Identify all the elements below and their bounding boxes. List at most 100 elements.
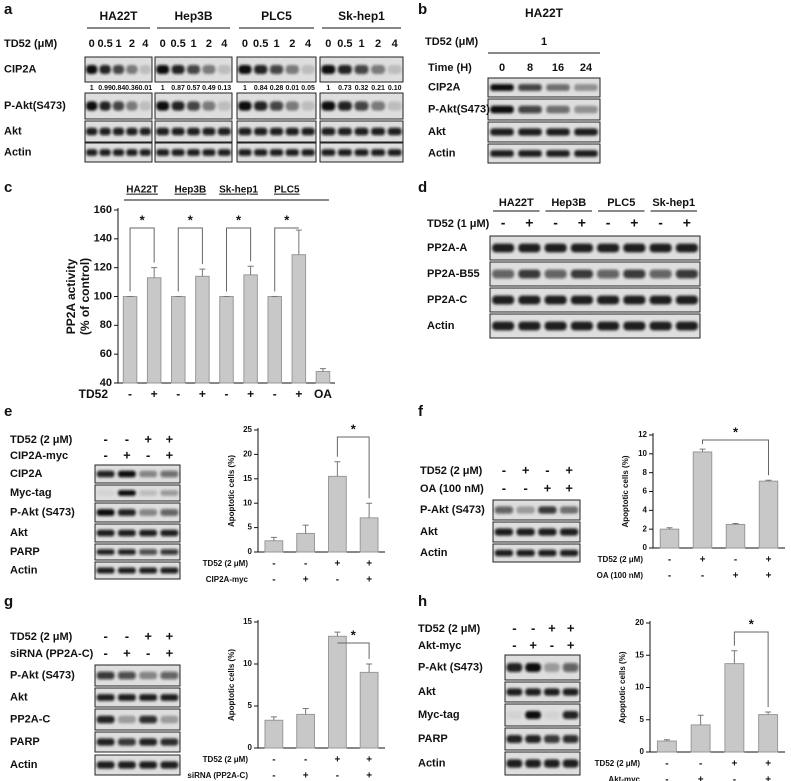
significance-label: * <box>749 616 755 631</box>
bar <box>656 740 677 753</box>
dose-label: 1 <box>541 36 547 48</box>
blot-band <box>544 688 560 696</box>
blot-band <box>518 84 542 91</box>
y-tick-label: 120 <box>94 262 112 274</box>
sign-label: - <box>125 431 129 446</box>
blot-membrane <box>94 754 181 776</box>
dose-label: 0.5 <box>253 38 268 50</box>
blot-band <box>546 84 570 91</box>
sign-label: - <box>176 387 180 401</box>
blot-band <box>506 711 523 719</box>
blot-band <box>518 150 542 157</box>
blot-band <box>546 105 570 114</box>
dose-label: 4 <box>392 38 399 50</box>
group-label: HA22T <box>126 185 158 196</box>
sign-label: + <box>144 431 152 446</box>
y-tick-label: 140 <box>94 233 112 245</box>
sign-label: + <box>522 462 530 477</box>
cell-line-label: PLC5 <box>261 9 292 23</box>
error-bar <box>663 739 670 742</box>
blot-band <box>492 295 515 305</box>
bar <box>758 480 779 549</box>
blot-band <box>171 149 185 156</box>
panel-label: d <box>418 179 427 196</box>
condition-label: TD52 (2 μM) <box>203 559 249 568</box>
blot-band <box>538 528 557 536</box>
blot-band <box>574 150 598 157</box>
y-tick-label: 10 <box>243 659 252 668</box>
significance-bracket <box>226 227 252 292</box>
blot-band <box>301 65 315 74</box>
quantification-value: 0.49 <box>202 85 216 92</box>
sign-label: + <box>731 759 737 770</box>
blot-band <box>217 149 231 156</box>
blot-band <box>86 127 98 136</box>
blot-band <box>544 711 560 719</box>
blot-band <box>254 149 268 156</box>
blot-band <box>562 688 579 696</box>
blot-band <box>574 84 598 91</box>
dose-label: 2 <box>375 38 381 50</box>
blot-band <box>321 101 336 111</box>
blot-band <box>160 529 179 537</box>
error-bar <box>666 527 673 530</box>
blot-band <box>490 105 514 114</box>
significance-label: * <box>284 212 290 227</box>
bar <box>296 532 316 553</box>
error-bar <box>295 229 302 255</box>
sign-label: - <box>146 447 150 462</box>
row-label: Actin <box>428 147 456 159</box>
sign-label: + <box>567 620 575 635</box>
y-tick-label: 60 <box>100 348 112 360</box>
blot-band <box>202 127 216 136</box>
blot-band <box>96 671 115 680</box>
condition-label: Akt-myc <box>608 775 640 781</box>
sign-label: - <box>531 620 535 635</box>
significance-bracket <box>129 227 155 292</box>
blot-band <box>544 759 560 768</box>
quantification-value: 0.57 <box>187 85 201 92</box>
blot-membrane <box>94 687 181 708</box>
blot-band <box>117 715 136 724</box>
dose-label: 4 <box>142 38 149 50</box>
blot-band <box>99 65 111 74</box>
blot-band <box>301 127 315 136</box>
blot-band <box>525 759 541 768</box>
blot-band <box>562 759 579 768</box>
dose-label: 2 <box>289 38 295 50</box>
blot-band <box>574 128 598 136</box>
blot-band <box>562 711 579 719</box>
row-label: Akt <box>4 125 22 137</box>
blot-band <box>562 735 579 743</box>
sign-label: + <box>565 480 573 495</box>
blot-band <box>525 711 541 719</box>
blot-band <box>160 694 179 701</box>
blot-band <box>516 549 535 557</box>
blot-band <box>139 738 158 746</box>
sign-label: - <box>502 480 506 495</box>
blot-membrane <box>492 543 581 563</box>
blot-band <box>490 84 514 91</box>
blot-membrane <box>94 664 181 687</box>
blot-band <box>544 735 560 743</box>
blot-band <box>117 761 136 769</box>
blot-band <box>269 127 284 136</box>
blot-band <box>623 321 646 331</box>
blot-band <box>160 549 179 555</box>
y-tick-label: 0 <box>640 747 645 756</box>
blot-band <box>254 101 268 111</box>
bar <box>264 540 284 553</box>
condition-label: TD52 (2 μM) <box>10 434 73 446</box>
sign-label: + <box>247 387 254 401</box>
bar <box>327 635 347 749</box>
blot-band <box>139 671 158 680</box>
group-label: PLC5 <box>274 185 300 196</box>
row-label: Myc-tag <box>418 709 460 721</box>
treatment-label: TD52 (μM) <box>4 38 58 50</box>
sign-label: + <box>166 645 174 660</box>
row-label: PARP <box>10 546 40 558</box>
row-label: CIP2A <box>4 63 36 75</box>
blot-band <box>371 65 386 74</box>
